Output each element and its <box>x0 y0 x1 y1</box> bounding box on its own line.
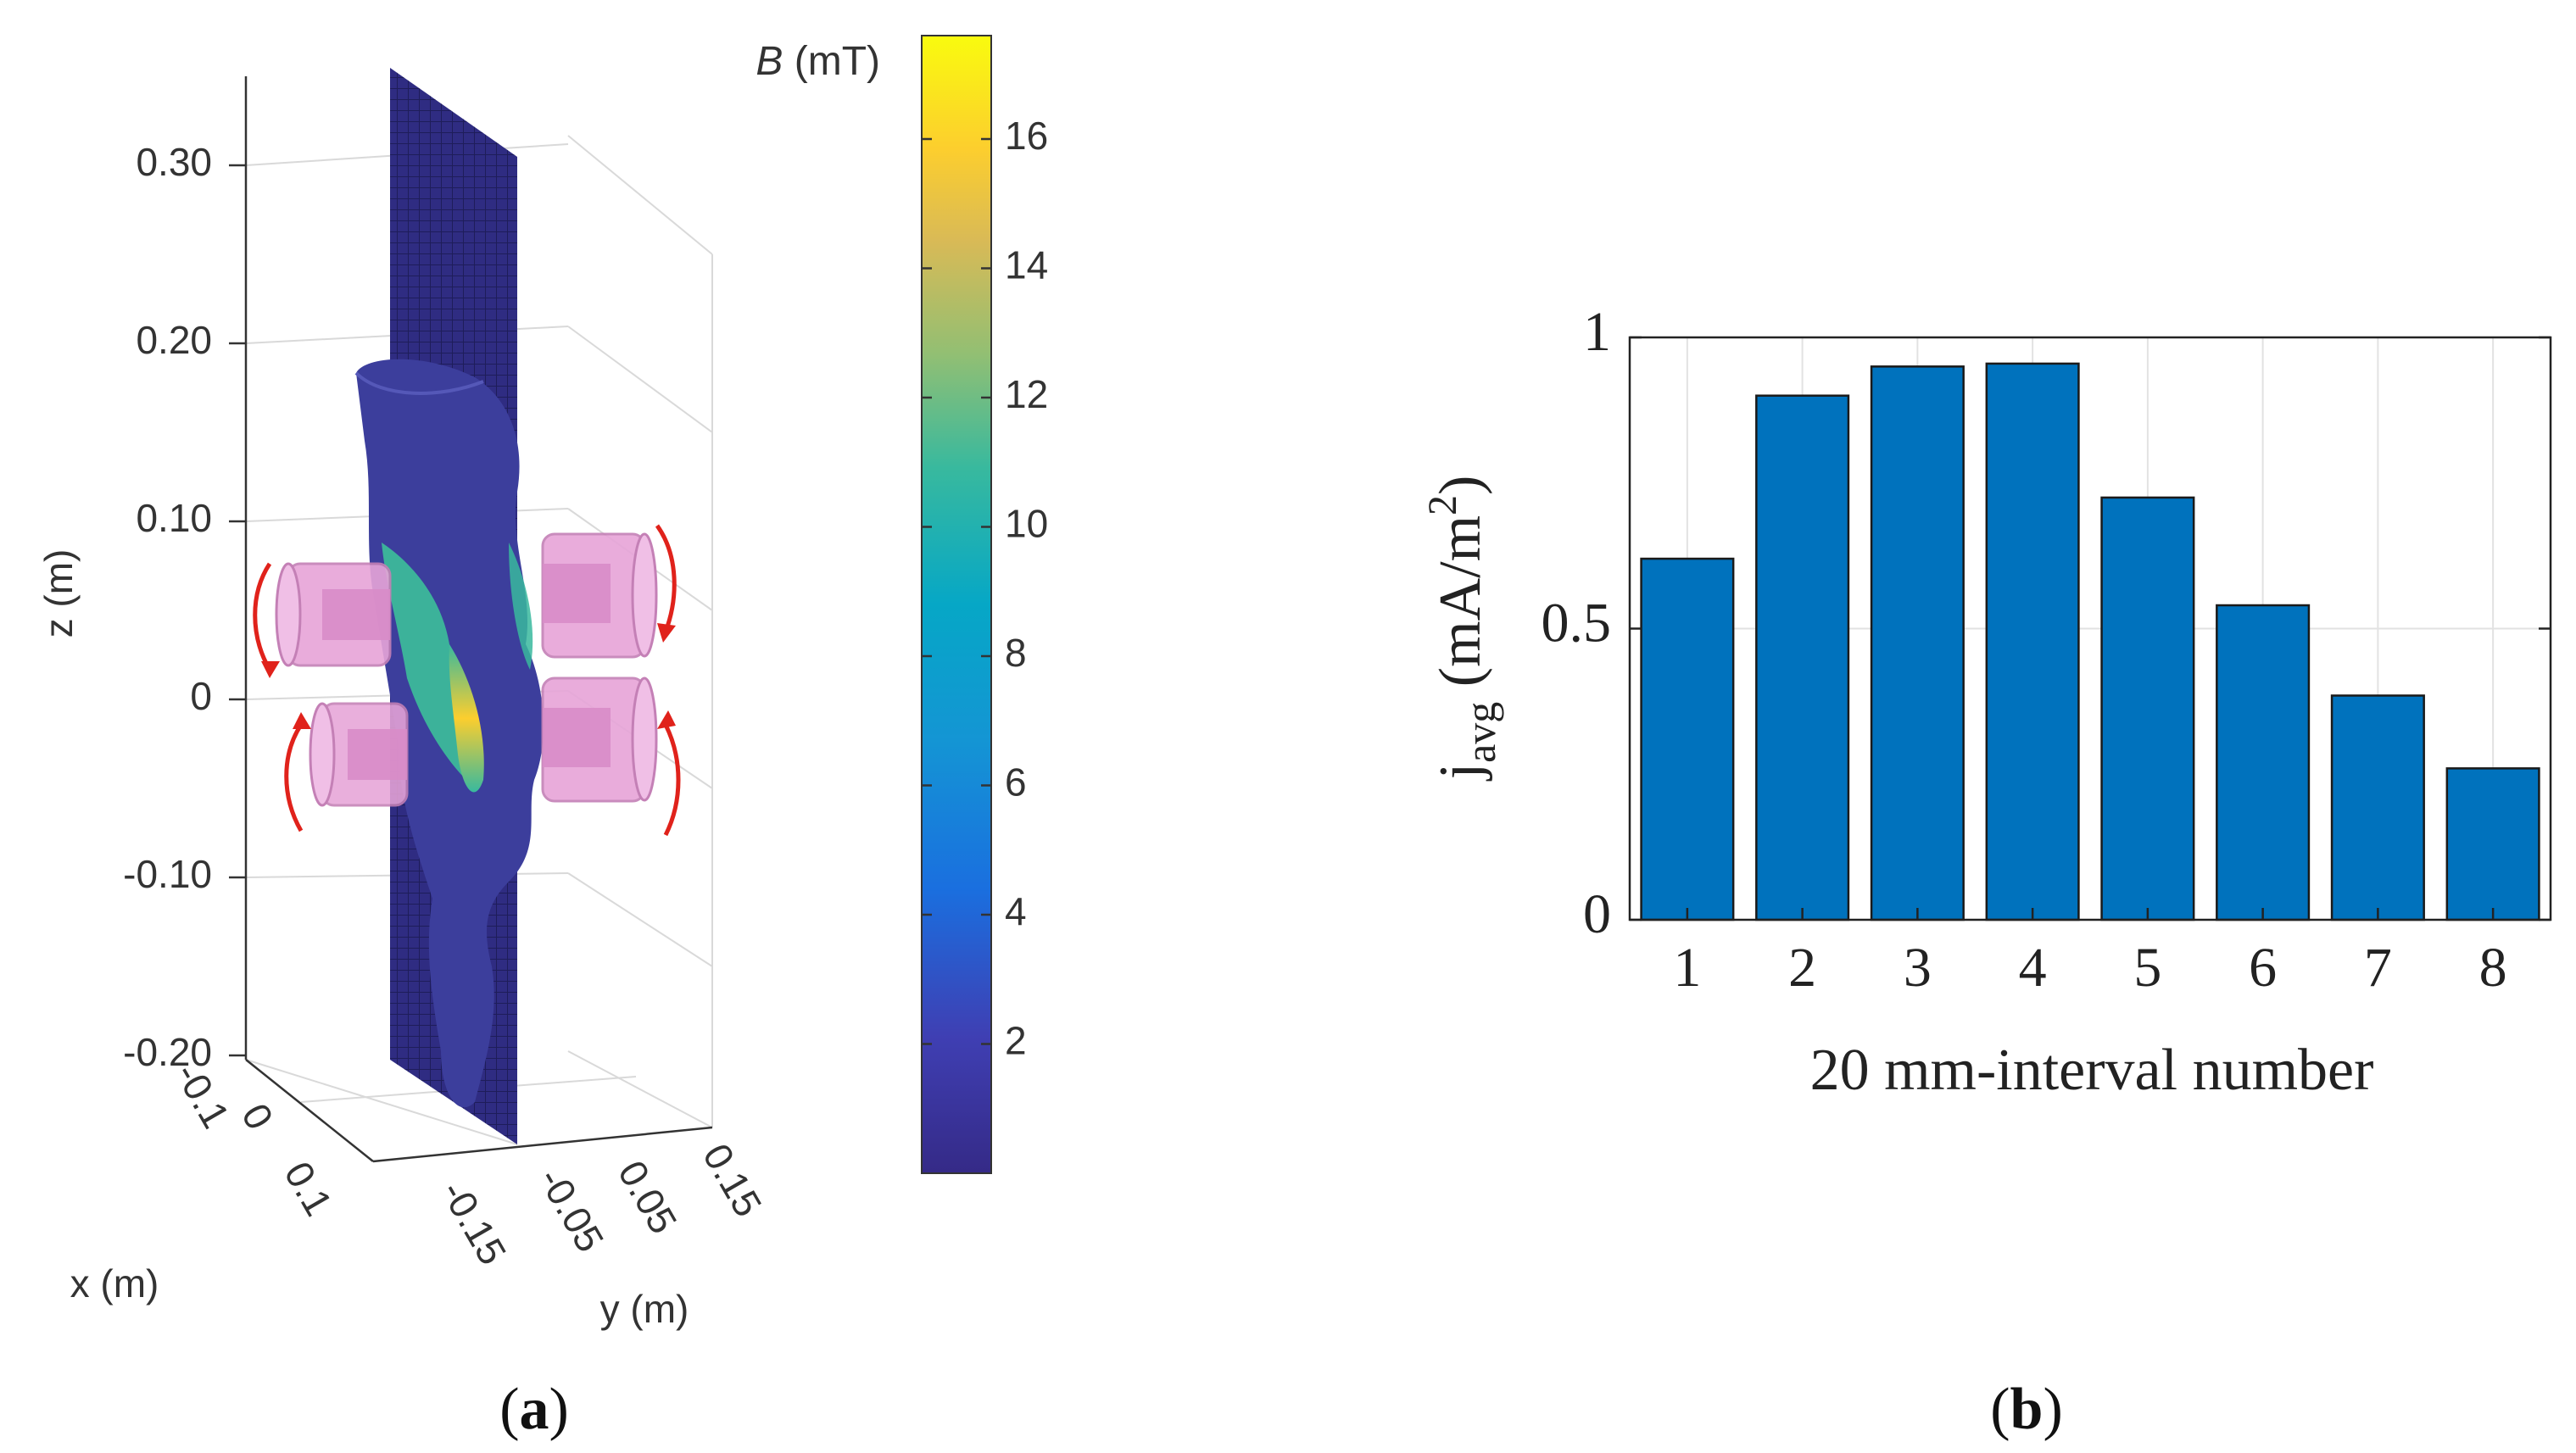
x-tick-label: 0.1 <box>276 1154 341 1222</box>
x-tick-label: 6 <box>2249 937 2277 999</box>
x-tick-label: 1 <box>1673 937 1701 999</box>
colorbar: 2 4 6 8 10 12 14 16 B (mT) <box>756 35 1048 1174</box>
colorbar-tick-label: 14 <box>1005 243 1048 287</box>
colorbar-gradient <box>921 35 992 1174</box>
colorbar-tick-label: 10 <box>1005 502 1048 546</box>
z-tick-label: 0 <box>190 674 212 718</box>
z-tick-label: -0.10 <box>123 852 212 896</box>
y-axis-label: javg (mA/m2) <box>1420 476 1504 782</box>
arrow-lower-left-icon <box>284 723 304 832</box>
coil-upper-right <box>541 532 658 659</box>
bar-3 <box>1870 365 1965 921</box>
panel-a-label-open: ( <box>499 1377 519 1442</box>
y-tick-label: 1 <box>1583 301 1611 363</box>
panel-b-label: (b) <box>1990 1377 2063 1442</box>
panel-b-label-close: ) <box>2043 1377 2062 1442</box>
bar-2 <box>1755 394 1850 921</box>
x-tick-label: 4 <box>2019 937 2047 999</box>
chart-bars <box>1640 362 2540 921</box>
z-ticks <box>229 164 246 1057</box>
colorbar-tick-label: 2 <box>1005 1019 1027 1063</box>
coil-lower-left <box>309 702 409 807</box>
y-tick-label: -0.05 <box>530 1161 612 1260</box>
x-tick-label: 3 <box>1904 937 1932 999</box>
x-axis-label: x (m) <box>70 1261 159 1305</box>
y-axis-label-sup: 2 <box>1420 495 1465 515</box>
y-axis-label-unit: (mA/m <box>1428 515 1493 702</box>
x-tick-label: 2 <box>1788 937 1816 999</box>
rotation-arrows <box>253 524 681 837</box>
z-tick-label: 0.30 <box>136 140 212 184</box>
panel-a-3d-plot: 0.30 0.20 0.10 0 -0.10 -0.20 z (m) -0.1 … <box>36 35 1048 1442</box>
coils <box>275 532 658 807</box>
bar-4 <box>1985 362 2080 921</box>
x-axis-label: 20 mm-interval number <box>1810 1038 2374 1103</box>
bar-1 <box>1640 557 1735 921</box>
panel-b-label-open: ( <box>1990 1377 2010 1442</box>
z-tick-label: -0.20 <box>123 1030 212 1074</box>
y-tick-label: 0 <box>1583 883 1611 945</box>
z-axis-label: z (m) <box>36 549 81 638</box>
panel-b-label-letter: b <box>2010 1377 2044 1442</box>
arrow-upper-right-icon <box>655 524 677 632</box>
arrow-lower-right-icon <box>663 723 681 837</box>
y-axis-label: y (m) <box>600 1287 689 1331</box>
y-axis-label-sub: avg <box>1457 702 1504 763</box>
x-tick-label: 0 <box>233 1096 282 1137</box>
rotation-arrowheads <box>261 623 676 729</box>
z-tick-label: 0.10 <box>136 496 212 540</box>
bar-7 <box>2330 694 2425 921</box>
coil-upper-left <box>275 562 392 667</box>
x-tick-label: 8 <box>2479 937 2507 999</box>
colorbar-ticks: 2 4 6 8 10 12 14 16 <box>922 114 1048 1063</box>
y-tick-label: 0.15 <box>694 1136 771 1224</box>
coil-lower-right <box>541 676 658 803</box>
x-tick-label: 7 <box>2364 937 2392 999</box>
y-axis-label-main: j <box>1428 763 1493 782</box>
colorbar-tick-label: 16 <box>1005 114 1048 158</box>
colorbar-tick-label: 12 <box>1005 372 1048 416</box>
bar-6 <box>2216 604 2311 921</box>
colorbar-title-var: B <box>756 39 783 84</box>
x-ticks: 1 2 3 4 5 6 7 8 <box>1673 908 2507 999</box>
y-tick-label: 0.05 <box>610 1153 686 1241</box>
panel-a-label-close: ) <box>549 1377 569 1442</box>
arrow-upper-left-icon <box>253 562 272 671</box>
x-tick-label: 5 <box>2133 937 2161 999</box>
bar-5 <box>2100 496 2195 921</box>
colorbar-tick-label: 8 <box>1005 631 1027 675</box>
y-tick-label: -0.15 <box>432 1173 515 1272</box>
z-tick-label: 0.20 <box>136 318 212 362</box>
panel-a-label-letter: a <box>520 1377 549 1442</box>
y-tick-label: 0.5 <box>1542 593 1612 654</box>
bar-8 <box>2445 767 2540 921</box>
colorbar-title: B (mT) <box>756 39 880 84</box>
colorbar-tick-label: 6 <box>1005 760 1027 804</box>
colorbar-title-unit: (mT) <box>783 39 880 84</box>
panel-a-label: (a) <box>499 1377 569 1442</box>
y-axis-label-close: ) <box>1428 476 1493 495</box>
axes-lines <box>244 76 713 1163</box>
y-ticks: 00.51 <box>1542 301 2551 945</box>
colorbar-tick-label: 4 <box>1005 889 1027 933</box>
tissue-surface <box>354 359 544 1108</box>
